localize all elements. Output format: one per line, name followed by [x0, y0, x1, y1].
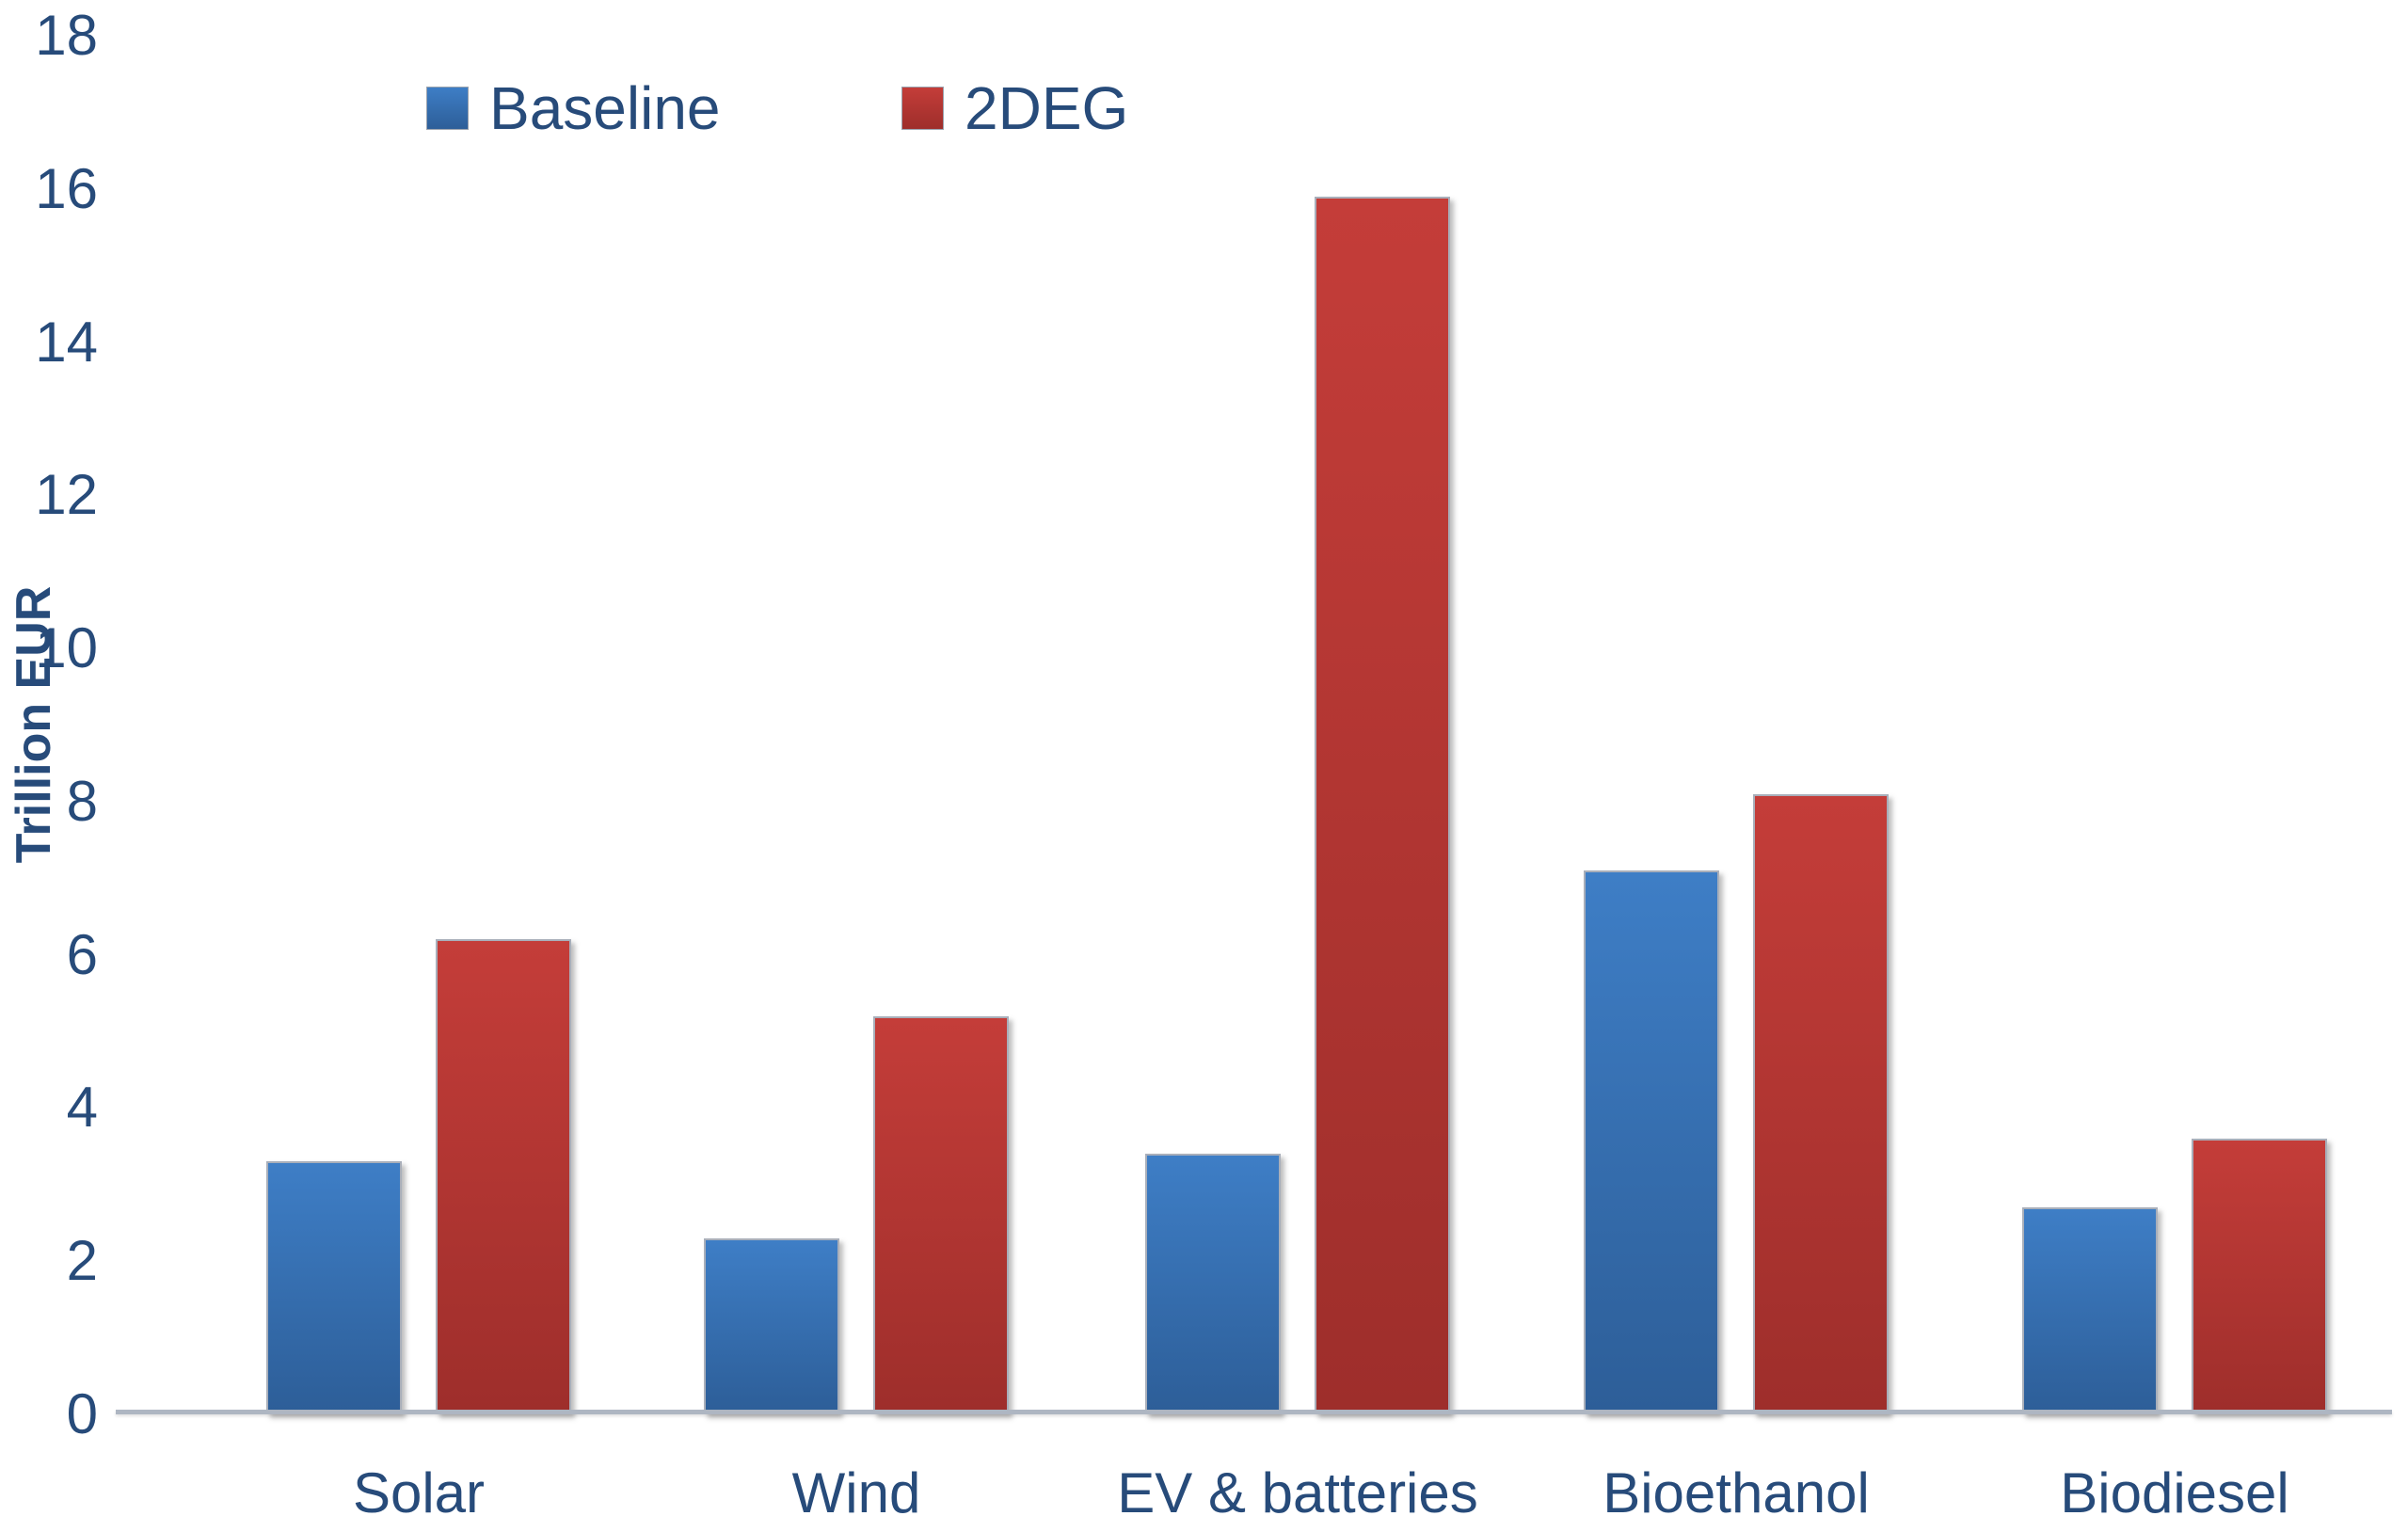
x-axis-line [116, 1410, 2392, 1414]
y-tick-label-4: 4 [66, 1076, 98, 1140]
bar-baseline-wind [704, 1238, 839, 1414]
y-tick-label-8: 8 [66, 769, 98, 833]
bar-baseline-ev-batteries [1145, 1154, 1281, 1414]
y-tick-label-12: 12 [35, 463, 98, 527]
category-label-bioethanol: Bioethanol [1603, 1461, 1870, 1524]
category-label-wind: Wind [791, 1461, 921, 1524]
y-tick-label-14: 14 [35, 310, 98, 374]
y-tick-label-0: 0 [66, 1382, 98, 1445]
legend-label-baseline: Baseline [489, 74, 721, 142]
legend-item-baseline: Baseline [426, 74, 721, 142]
legend-label-2deg: 2DEG [965, 74, 1129, 142]
bar-baseline-biodiesel [2022, 1207, 2158, 1414]
y-tick-label-10: 10 [35, 616, 98, 680]
category-label-ev-batteries: EV & batteries [1117, 1461, 1478, 1524]
bar-2deg-ev-batteries [1315, 197, 1450, 1414]
bar-baseline-bioethanol [1584, 870, 1719, 1414]
y-tick-label-16: 16 [35, 156, 98, 220]
bar-2deg-bioethanol [1753, 794, 1889, 1414]
category-label-solar: Solar [352, 1461, 486, 1524]
bar-2deg-wind [873, 1016, 1009, 1414]
category-label-biodiesel: Biodiesel [2060, 1461, 2289, 1524]
y-tick-label-18: 18 [35, 3, 98, 67]
legend-item-2deg: 2DEG [901, 74, 1129, 142]
bar-baseline-solar [266, 1161, 402, 1414]
bar-2deg-biodiesel [2192, 1139, 2327, 1414]
legend-swatch-baseline [426, 87, 469, 130]
y-tick-label-2: 2 [66, 1229, 98, 1293]
bar-2deg-solar [436, 939, 571, 1414]
legend-swatch-2deg [901, 87, 944, 130]
y-tick-label-6: 6 [66, 922, 98, 986]
